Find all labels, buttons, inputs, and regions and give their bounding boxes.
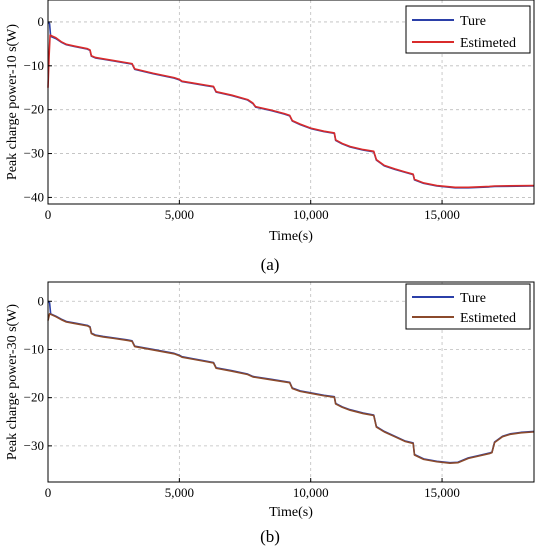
panel-label-b: (b) [260,527,280,546]
y-tick-label-a: −30 [24,146,44,161]
y-tick-label-b: −20 [24,390,44,405]
x-tick-label-b: 15,000 [424,485,460,500]
y-axis-a: 0 −10 −20 −30 −40 [24,14,52,204]
x-axis-label-a: Time(s) [269,229,313,244]
plot-frame-b [47,281,535,483]
legend-label-estimeted-b: Estimeted [460,311,516,326]
x-tick-label-b: 0 [45,485,52,500]
plot-frame-a [47,0,535,205]
y-axis-label-b: Peak charge power-30 s(W) [5,304,20,460]
grid-b [48,282,534,482]
series-line-estimeted-b [47,313,535,464]
y-tick-label-a: −20 [24,102,44,117]
x-axis-b: 0 5,000 10,000 15,000 [45,478,460,500]
y-tick-label-b: 0 [38,293,45,308]
x-tick-label-b: 5,000 [165,485,194,500]
series-line-estimeted-a [47,34,535,189]
panel-label-a: (a) [261,255,280,274]
y-tick-label-a: −40 [24,189,44,204]
legend-b: Ture Estimeted [405,283,531,330]
grid-a [48,0,534,204]
y-tick-label-a: −10 [24,58,44,73]
x-axis-a: 0 5,000 10,000 15,000 [45,200,460,222]
legend-box-b [405,283,531,330]
x-tick-label-a: 10,000 [293,207,329,222]
x-tick-label-a: 5,000 [165,207,194,222]
x-tick-label-a: 0 [45,207,52,222]
y-axis-label-a: Peak charge power-10 s(W) [5,24,20,180]
plot-area-a [47,21,535,189]
y-tick-label-a: 0 [38,14,45,29]
legend-label-estimeted-a: Estimeted [460,36,516,51]
plot-area-b [47,300,535,464]
x-axis-label-b: Time(s) [269,505,313,520]
legend-label-ture-a: Ture [460,14,486,29]
y-axis-b: 0 −10 −20 −30 [24,293,52,453]
x-tick-label-b: 10,000 [293,485,329,500]
legend-box-a [405,5,531,54]
x-tick-label-a: 15,000 [424,207,460,222]
panel-a: 0 5,000 10,000 15,000 0 −10 −20 −30 −40 Time(s)… [5,0,535,274]
legend-a: Ture Estimeted [405,5,531,54]
legend-label-ture-b: Ture [460,291,486,306]
y-tick-label-b: −30 [24,438,44,453]
y-tick-label-b: −10 [24,341,44,356]
panel-b: 0 5,000 10,000 15,000 0 −10 −20 −30 Time(s) Pe… [5,281,535,546]
